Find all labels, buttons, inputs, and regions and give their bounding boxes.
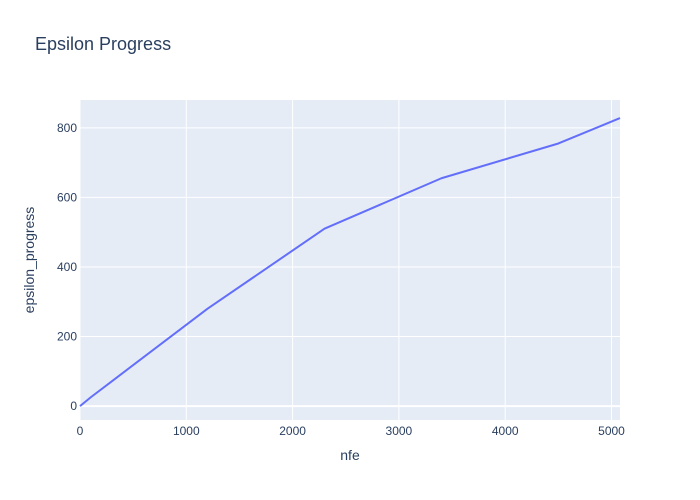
y-axis-label: epsilon_progress bbox=[21, 207, 37, 314]
y-tick-label: 400 bbox=[57, 260, 77, 274]
y-tick-labels: 0 200 400 600 800 bbox=[57, 121, 77, 413]
x-tick-label: 1000 bbox=[173, 424, 200, 438]
x-tick-label: 5000 bbox=[598, 424, 625, 438]
x-axis-label: nfe bbox=[340, 447, 360, 463]
x-tick-label: 3000 bbox=[386, 424, 413, 438]
x-tick-label: 4000 bbox=[492, 424, 519, 438]
plot-area bbox=[80, 100, 620, 420]
y-gridlines bbox=[80, 127, 620, 408]
x-tick-label: 2000 bbox=[279, 424, 306, 438]
series-layer bbox=[79, 117, 621, 407]
y-tick-label: 0 bbox=[70, 399, 77, 413]
y-tick-label: 600 bbox=[57, 190, 77, 204]
chart-title: Epsilon Progress bbox=[35, 34, 171, 54]
x-tick-labels: 0 1000 2000 3000 4000 5000 bbox=[77, 424, 626, 438]
x-tick-label: 0 bbox=[77, 424, 84, 438]
y-tick-label: 800 bbox=[57, 121, 77, 135]
y-tick-label: 200 bbox=[57, 330, 77, 344]
x-gridlines bbox=[79, 100, 612, 420]
